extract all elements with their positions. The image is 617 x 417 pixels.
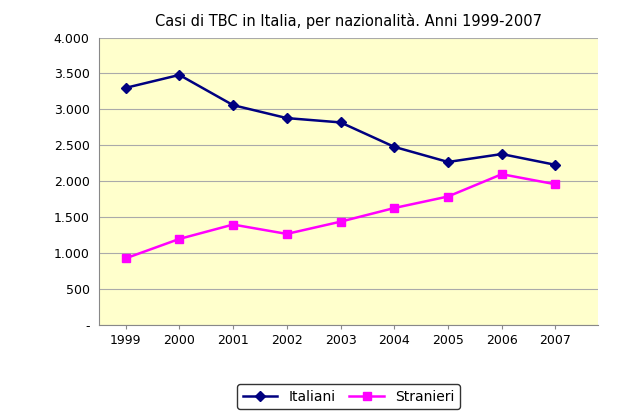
Title: Casi di TBC in Italia, per nazionalità. Anni 1999-2007: Casi di TBC in Italia, per nazionalità. …: [155, 13, 542, 30]
Legend: Italiani, Stranieri: Italiani, Stranieri: [237, 384, 460, 409]
